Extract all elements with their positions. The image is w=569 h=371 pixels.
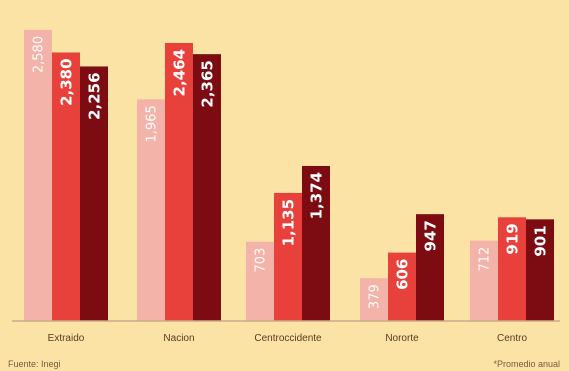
value-labels-layer: 2,580 2,380 2,256 1,965 2,464 2,365 703 1,135 1,…	[32, 36, 550, 309]
bars-layer	[24, 29, 554, 322]
bar-nororte-3	[416, 214, 444, 321]
bar-centroccidente-1	[246, 241, 274, 321]
value-label-extraido-2: 2,380	[57, 58, 75, 105]
category-label-centroccidente: Centroccidente	[254, 333, 322, 344]
category-label-nacion: Nacion	[163, 333, 194, 344]
bar-centro-2	[498, 217, 526, 321]
bar-extraido-3	[80, 66, 108, 321]
value-label-centroccidente-2: 1,135	[279, 199, 297, 246]
category-label-extraido: Extraido	[48, 333, 85, 344]
bar-centroccidente-3	[302, 165, 330, 321]
value-label-nororte-3: 947	[421, 220, 439, 251]
value-label-centro-3: 901	[531, 225, 549, 256]
value-label-nacion-3: 2,365	[198, 60, 216, 107]
category-label-nororte: Nororte	[385, 333, 419, 344]
bar-nacion-2	[165, 42, 193, 321]
bar-nororte-2	[388, 252, 416, 321]
value-label-centro-2: 919	[503, 223, 521, 254]
bar-centro-3	[526, 219, 554, 321]
bar-nacion-1	[137, 99, 165, 321]
value-label-nacion-2: 2,464	[170, 49, 188, 96]
bar-centroccidente-2	[274, 192, 302, 321]
category-labels-layer: Extraido Nacion Centroccidente Nororte Centr…	[48, 333, 528, 344]
bar-centro-1	[470, 240, 498, 321]
value-label-centro-1: 712	[478, 247, 493, 272]
value-label-extraido-3: 2,256	[85, 72, 103, 119]
bar-nacion-3	[193, 54, 221, 321]
source-note: Fuente: Inegi	[8, 359, 61, 369]
value-label-nacion-1: 1,965	[145, 105, 160, 142]
footnote: *Promedio anual	[493, 359, 560, 369]
bar-extraido-2	[52, 52, 80, 322]
value-label-nororte-1: 379	[368, 284, 383, 309]
value-label-centroccidente-3: 1,374	[307, 172, 325, 219]
bar-extraido-1	[24, 29, 52, 322]
value-label-extraido-1: 2,580	[32, 36, 47, 73]
value-label-nororte-2: 606	[393, 259, 411, 290]
category-label-centro: Centro	[497, 333, 527, 344]
bar-nororte-1	[360, 278, 388, 321]
value-label-centroccidente-1: 703	[254, 248, 269, 273]
